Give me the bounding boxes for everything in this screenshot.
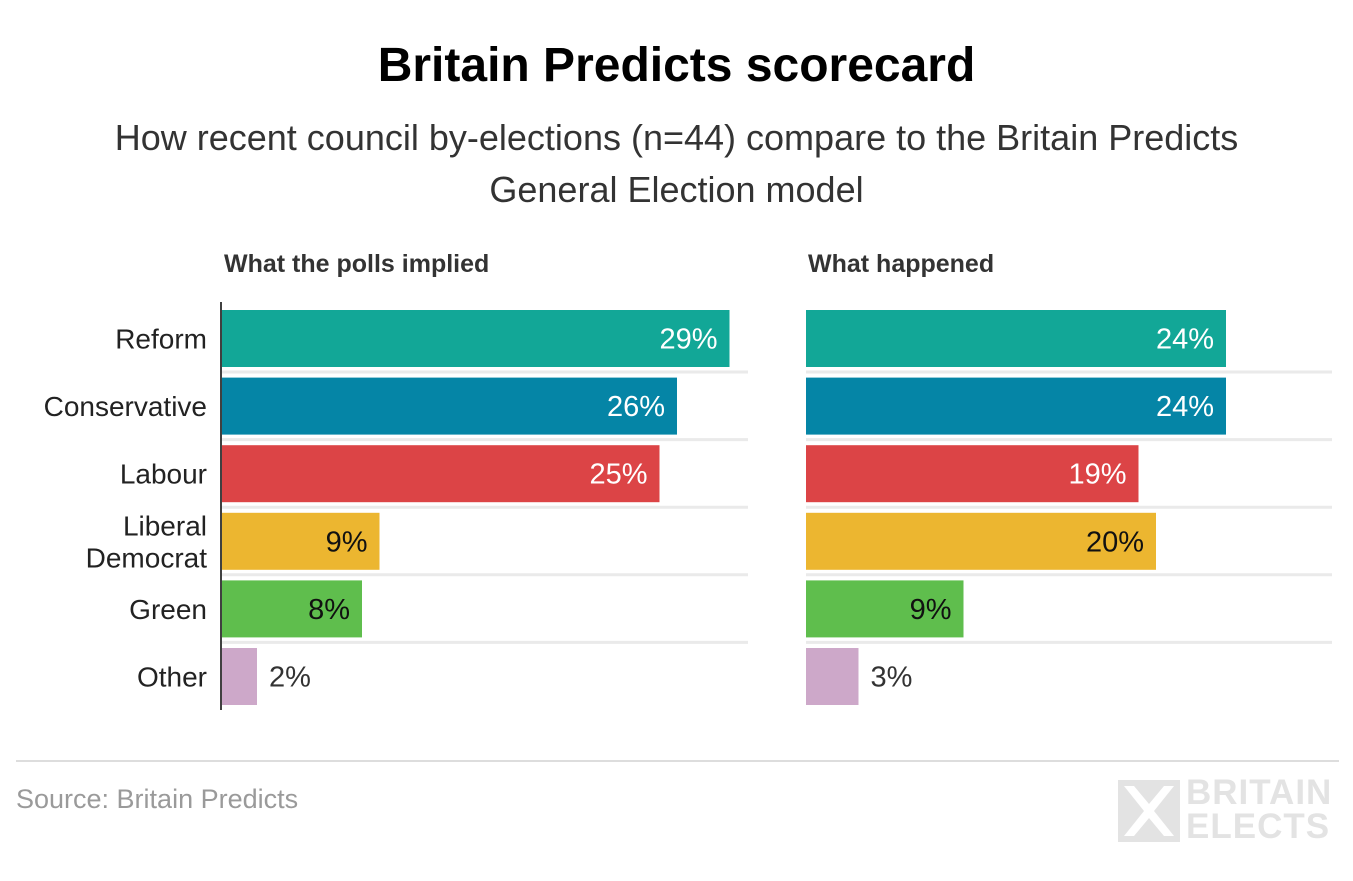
data-label: 24% <box>1156 324 1214 356</box>
data-label: 9% <box>326 526 368 558</box>
data-label: 25% <box>589 459 647 491</box>
bar <box>222 648 257 705</box>
britain-elects-logo: BRITAIN ELECTS <box>1118 773 1342 846</box>
data-label: 9% <box>910 594 952 626</box>
source-note: Source: Britain Predicts <box>16 784 299 814</box>
category-label: Labour <box>120 459 207 490</box>
logo-line-2: ELECTS <box>1186 807 1331 846</box>
category-label: Reform <box>115 324 207 355</box>
category-label: Liberal Democrat <box>86 510 208 573</box>
category-label: Conservative <box>44 391 207 422</box>
chart-title: Britain Predicts scorecard <box>377 39 976 92</box>
logo-line-1: BRITAIN <box>1186 773 1333 812</box>
bar <box>806 445 1139 503</box>
bar <box>806 648 859 705</box>
bar <box>222 377 677 435</box>
logo-wordmark: BRITAIN ELECTS <box>1186 773 1333 846</box>
bar <box>222 310 730 367</box>
bar <box>222 445 660 503</box>
bar <box>806 580 964 638</box>
data-label: 19% <box>1068 459 1126 491</box>
bar <box>222 512 380 570</box>
data-label: 24% <box>1156 391 1214 423</box>
data-label: 8% <box>308 594 350 626</box>
data-label: 29% <box>659 324 717 356</box>
data-label: 20% <box>1086 526 1144 558</box>
data-label: 3% <box>871 662 913 694</box>
data-label: 26% <box>607 391 665 423</box>
bar <box>806 310 1226 367</box>
panel-title: What happened <box>808 250 994 278</box>
bar-chart: Reform Conservative Labour Liberal Democrat G… <box>44 250 1332 710</box>
data-label: 2% <box>269 662 311 694</box>
category-label: Green <box>129 594 207 625</box>
logo-mark-icon <box>1118 780 1180 842</box>
category-label: Other <box>137 662 207 693</box>
panel-title: What the polls implied <box>224 250 489 278</box>
bar <box>806 512 1156 570</box>
bar <box>806 377 1226 435</box>
chart-subtitle: How recent council by-elections (n=44) c… <box>114 117 1239 210</box>
footer-divider <box>16 760 1339 762</box>
bar <box>222 580 362 638</box>
